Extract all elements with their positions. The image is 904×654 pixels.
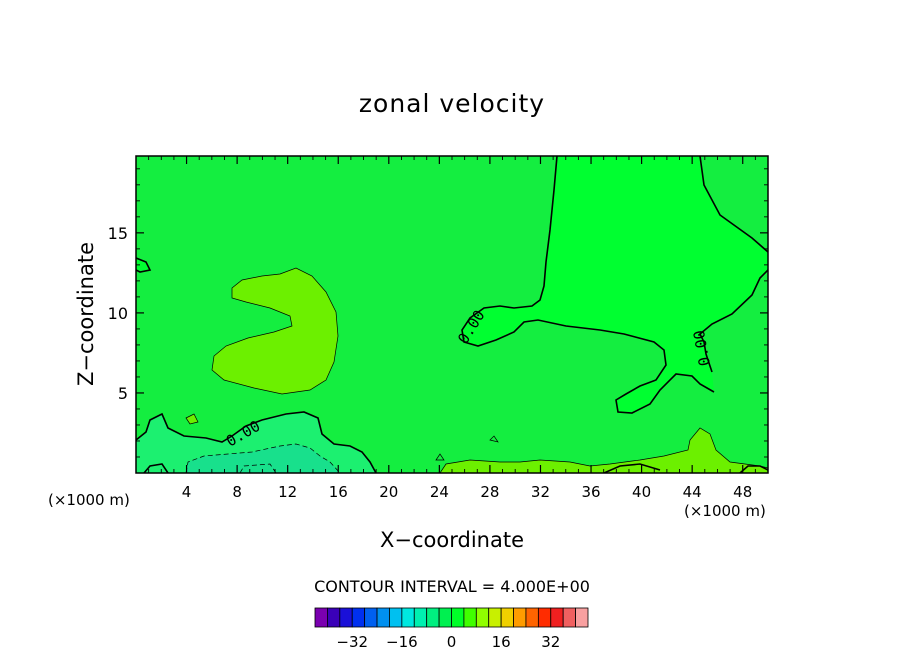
contour-line-positive — [435, 453, 445, 461]
plot-area: 0.00 0.00 0.00 — [136, 156, 768, 473]
contour-line-negative — [239, 463, 277, 473]
contour-line-zero — [461, 156, 715, 414]
colorbar-label: −16 — [386, 633, 418, 651]
contour-line-positive — [439, 427, 768, 473]
contour-line-zero — [739, 465, 768, 473]
x-tick-label: 36 — [581, 483, 600, 501]
colorbar-swatch — [562, 607, 576, 628]
colorbar-swatch — [401, 607, 415, 628]
contour-line-positive — [489, 435, 499, 443]
contour-lines — [136, 156, 768, 473]
chart-title: zonal velocity — [359, 89, 545, 118]
colorbar-label: −32 — [336, 633, 368, 651]
x-tick-label: 44 — [683, 483, 702, 501]
colorbar-swatch — [475, 607, 490, 628]
x-tick-label: 12 — [278, 483, 297, 501]
colorbar-swatch — [351, 607, 366, 628]
x-tick-label: 16 — [329, 483, 348, 501]
colorbar — [314, 607, 589, 628]
x-axis: 4 8 12 16 20 24 28 32 36 40 44 48 — [148, 156, 756, 501]
contour-line-negative — [185, 443, 341, 473]
colorbar-swatch — [575, 607, 589, 628]
contour-fill-weak-positive-strip — [440, 428, 768, 473]
contour-line-zero — [143, 463, 169, 473]
colorbar-swatch — [364, 607, 378, 628]
colorbar-swatch — [314, 607, 328, 628]
contour-fill-negative-core — [186, 444, 340, 473]
colorbar-label: 32 — [541, 633, 560, 651]
contour-interval-text: CONTOUR INTERVAL = 4.000E+00 — [314, 577, 590, 596]
colorbar-swatch — [438, 607, 452, 628]
contour-line-zero — [699, 269, 768, 373]
colorbar-swatch — [426, 607, 440, 628]
y-axis: 5 10 15 — [108, 168, 768, 458]
contour-label: 0.00 — [690, 329, 714, 368]
contour-line-zero — [136, 411, 377, 473]
colorbar-swatch — [376, 607, 390, 628]
x-axis-label: X−coordinate — [380, 528, 524, 552]
colorbar-swatch — [389, 607, 403, 628]
x-tick-label: 8 — [232, 483, 242, 501]
contour-line-positive — [185, 413, 199, 425]
colorbar-swatch — [537, 607, 552, 628]
colorbar-label: 16 — [492, 633, 511, 651]
contour-line-zero — [136, 257, 152, 273]
contour-fill-small-blob — [136, 258, 150, 272]
x-tick-label: 28 — [480, 483, 499, 501]
contour-line-zero — [603, 463, 661, 473]
contour-lines-thin — [185, 267, 768, 473]
contour-line-positive — [211, 267, 339, 395]
y-axis-label: Z−coordinate — [74, 242, 98, 386]
x-tick-label: 40 — [632, 483, 651, 501]
colorbar-label: 0 — [447, 633, 457, 651]
colorbar-swatch — [513, 607, 527, 628]
y-tick-label: 10 — [108, 304, 128, 323]
x-tick-label: 32 — [531, 483, 550, 501]
colorbar-swatch — [413, 607, 428, 628]
colorbar-swatch — [550, 607, 564, 628]
contour-line-zero — [699, 156, 768, 253]
contour-fill-weak-positive-blob — [212, 268, 338, 394]
x-axis-unit-left: (×1000 m) — [48, 491, 130, 509]
x-tick-label: 24 — [430, 483, 449, 501]
x-tick-label: 4 — [182, 483, 192, 501]
contour-fill-positive-region — [462, 156, 768, 413]
x-tick-label: 20 — [379, 483, 398, 501]
colorbar-swatch — [463, 607, 477, 628]
colorbar-swatch — [451, 607, 465, 628]
x-axis-unit-right: (×1000 m) — [684, 502, 766, 520]
colorbar-labels: −32 −16 0 16 32 — [336, 633, 560, 651]
colorbar-swatch — [500, 607, 514, 628]
y-tick-label: 15 — [108, 224, 128, 243]
colorbar-swatch — [488, 607, 502, 628]
colorbar-swatch — [339, 607, 353, 628]
x-tick-label: 48 — [733, 483, 752, 501]
colorbar-swatch — [525, 607, 539, 628]
y-tick-label: 5 — [118, 384, 128, 403]
colorbar-swatch — [327, 607, 341, 628]
